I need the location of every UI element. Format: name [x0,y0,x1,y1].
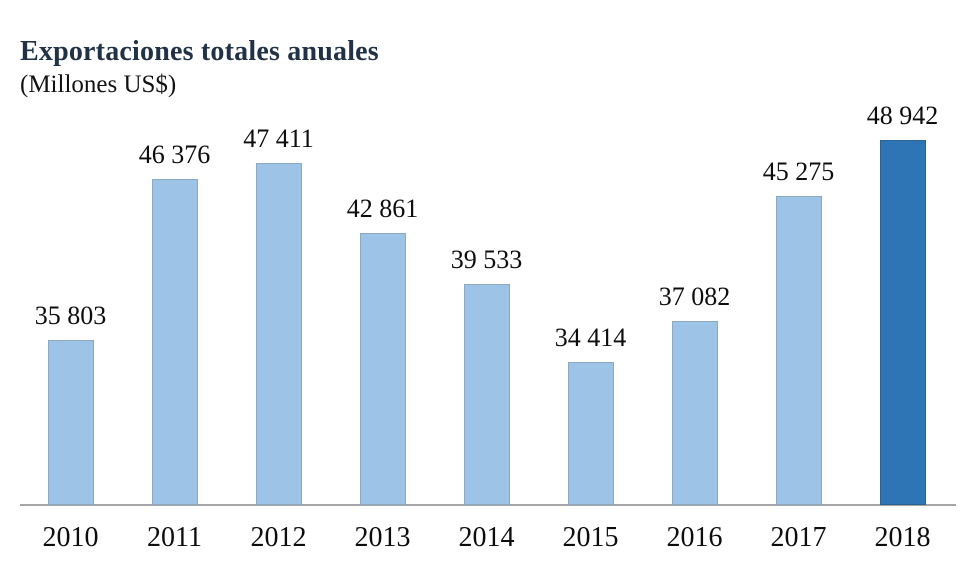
bar-value-label: 35 803 [34,301,107,330]
bar-value-label: 39 533 [450,245,523,274]
bar-2013 [359,233,406,505]
bar-value-label: 48 942 [866,101,939,130]
bar-2010 [47,340,94,505]
chart-title: Exportaciones totales anuales [20,36,379,67]
x-axis-label: 2011 [147,522,202,553]
x-axis-label: 2017 [770,522,827,553]
bar-value-label: 42 861 [346,194,419,223]
x-axis-label: 2010 [42,522,99,553]
x-axis-label: 2014 [458,522,515,553]
bar-2017 [775,196,822,505]
bar-2011 [151,179,198,505]
chart-subtitle: (Millones US$) [20,71,177,98]
bar-value-label: 34 414 [554,323,627,352]
x-axis-label: 2016 [666,522,723,553]
bar-value-label: 46 376 [138,140,211,169]
bar-value-label: 37 082 [658,282,731,311]
bar-2012 [255,163,302,505]
bar-value-label: 47 411 [243,124,314,153]
bar-2015 [567,362,614,505]
bar-2014 [463,284,510,505]
x-axis-label: 2015 [562,522,619,553]
x-axis-line [20,504,956,506]
x-axis-label: 2013 [354,522,411,553]
x-axis-label: 2012 [250,522,307,553]
bar-value-label: 45 275 [762,157,835,186]
x-axis-label: 2018 [874,522,931,553]
bar-2016 [671,321,718,505]
bar-2018 [879,140,926,505]
